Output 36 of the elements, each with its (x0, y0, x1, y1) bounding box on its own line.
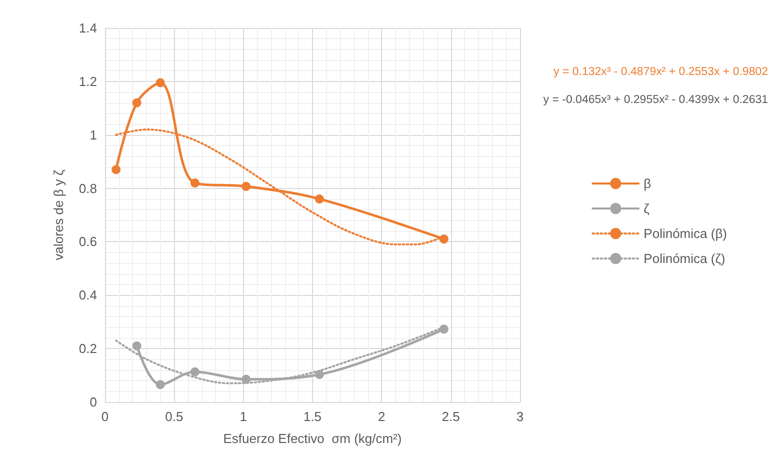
legend-label: ζ (644, 201, 650, 216)
point (439, 324, 448, 334)
x-tick-label: 2 (378, 409, 386, 424)
y-tick-label: 0.2 (78, 341, 97, 356)
text: y = 0.132x³ - 0.4879x² + 0.2553x + 0.9802 (554, 66, 768, 78)
y-tick-label: 0.4 (78, 288, 97, 303)
point (314, 370, 324, 379)
x-tick-label: 1.5 (303, 409, 322, 424)
x-tick-label: 2.5 (442, 409, 460, 424)
x-tick-label: 3 (516, 409, 524, 424)
y-tick-label: 0.6 (78, 234, 97, 250)
point (132, 341, 142, 350)
legend-label: Polinómica (β) (644, 226, 728, 241)
point (132, 98, 142, 108)
point (156, 78, 165, 88)
x-tick-label: 0 (101, 409, 109, 424)
x-tick-label: 0.5 (165, 409, 184, 424)
legend-label: β (644, 176, 652, 191)
y-tick-label: 0.8 (78, 180, 97, 196)
point (242, 182, 251, 191)
text: y = -0.0465x³ + 0.2955x² - 0.4399x + 0.2631 (543, 94, 768, 106)
y-tick-label: 1.2 (78, 74, 97, 89)
y-tick-label: 0 (90, 394, 97, 410)
legend-label: Polinómica (ζ) (644, 251, 726, 266)
y-tick-label: 1.4 (78, 20, 97, 36)
point (314, 194, 324, 204)
point (156, 380, 165, 390)
y-tick-label: 1 (90, 127, 97, 142)
point (190, 178, 200, 188)
y-axis-title: valores de β y ζ (51, 169, 66, 260)
point (439, 234, 448, 244)
point (112, 165, 121, 174)
x-tick-label: 1 (240, 409, 247, 424)
point (190, 367, 200, 376)
x-axis-title: Esfuerzo Efectivo σm (kg/cm²) (223, 431, 402, 446)
point (242, 374, 251, 384)
